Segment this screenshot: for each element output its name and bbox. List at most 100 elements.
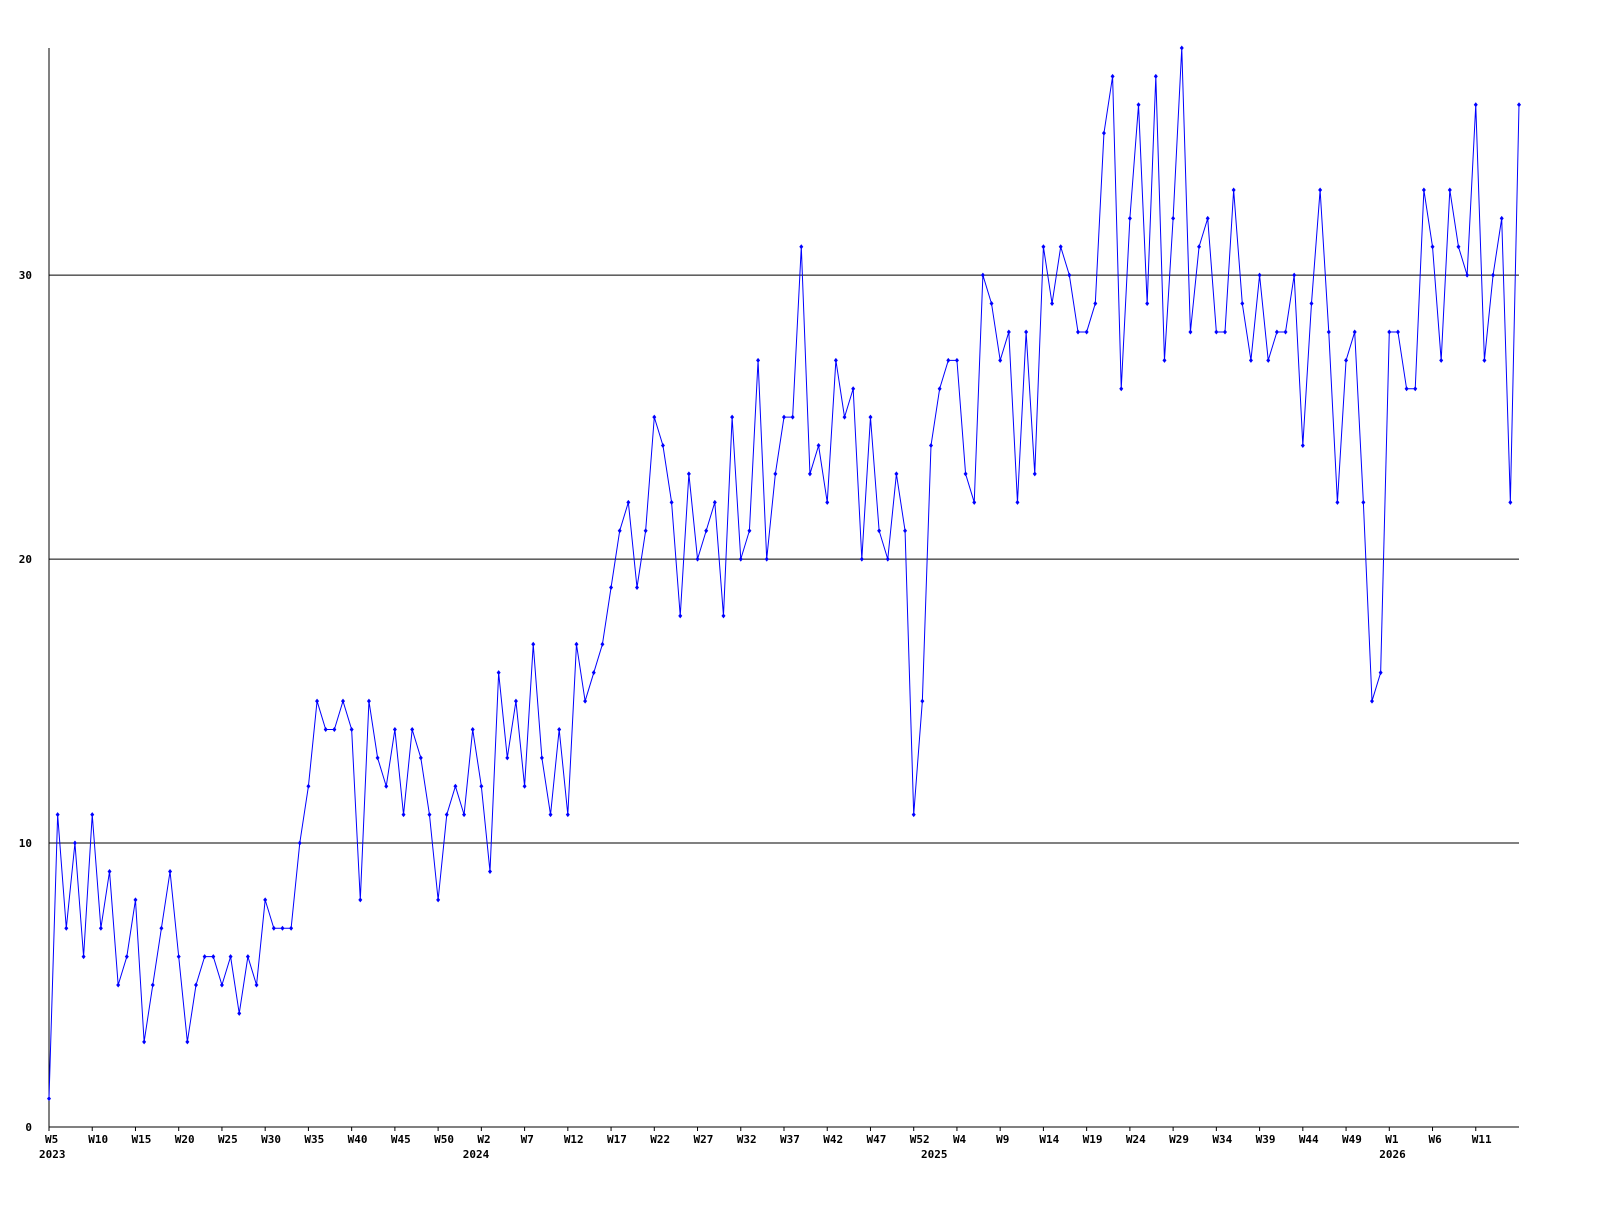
data-point: [1352, 329, 1357, 335]
data-point: [522, 783, 527, 789]
data-point: [1050, 301, 1055, 307]
data-point: [1248, 357, 1253, 363]
data-point: [1378, 670, 1383, 676]
data-point: [1179, 45, 1184, 51]
data-point: [254, 982, 259, 988]
data-point: [1084, 329, 1089, 335]
data-point: [1162, 357, 1167, 363]
x-tick-label: W9: [996, 1133, 1009, 1146]
data-point: [574, 641, 579, 647]
data-point: [1361, 499, 1366, 505]
data-point: [488, 868, 492, 874]
data-point: [427, 812, 432, 818]
data-point: [263, 897, 268, 903]
x-tick-label: W25: [218, 1133, 238, 1146]
data-point: [669, 499, 674, 505]
x-tick-label: W12: [564, 1133, 584, 1146]
data-point: [289, 925, 294, 931]
data-point: [1395, 329, 1400, 335]
x-tick-label: W17: [607, 1133, 627, 1146]
data-point: [799, 244, 804, 250]
data-point: [954, 357, 959, 363]
data-point: [1266, 357, 1271, 363]
data-point: [816, 443, 821, 449]
data-point: [297, 840, 302, 846]
data-point: [721, 613, 726, 619]
data-point: [332, 726, 337, 732]
data-point: [583, 698, 588, 704]
x-tick-label: W29: [1169, 1133, 1189, 1146]
data-point: [937, 386, 942, 392]
x-tick-label: W22: [650, 1133, 670, 1146]
x-tick-label: W50: [434, 1133, 454, 1146]
x-tick-label: W47: [866, 1133, 886, 1146]
data-point: [842, 414, 847, 420]
data-point: [271, 925, 276, 931]
data-point: [462, 812, 467, 818]
x-tick-label: W37: [780, 1133, 800, 1146]
data-point: [133, 897, 138, 903]
data-point: [323, 726, 328, 732]
x-tick-label: W49: [1342, 1133, 1362, 1146]
data-point: [963, 471, 968, 477]
x-tick-label: W34: [1212, 1133, 1232, 1146]
data-point: [64, 925, 69, 931]
data-point: [773, 471, 778, 477]
data-point: [194, 982, 198, 988]
data-point: [980, 272, 985, 278]
data-point: [1223, 329, 1227, 335]
x-tick-label: W30: [261, 1133, 281, 1146]
data-point: [1197, 244, 1202, 250]
data-point: [1456, 244, 1461, 250]
data-point: [245, 954, 250, 960]
data-point: [1370, 698, 1374, 704]
x-tick-label: W2: [477, 1133, 490, 1146]
data-point: [1119, 386, 1124, 392]
data-point: [436, 897, 441, 903]
data-point: [341, 698, 345, 704]
data-point: [1153, 73, 1158, 79]
data-point: [1482, 357, 1487, 363]
x-tick-label: W1: [1385, 1133, 1399, 1146]
data-point: [505, 755, 510, 761]
data-point: [1292, 272, 1297, 278]
data-point: [1136, 102, 1141, 108]
x-tick-label: W14: [1039, 1133, 1059, 1146]
data-point: [1421, 187, 1426, 193]
data-point: [1344, 357, 1349, 363]
data-point: [90, 812, 95, 818]
data-point: [1058, 244, 1063, 250]
data-point: [410, 726, 415, 732]
year-label: 2023: [39, 1148, 66, 1161]
data-point: [1032, 471, 1037, 477]
data-point: [643, 528, 648, 534]
data-point: [1387, 329, 1392, 335]
data-point: [98, 925, 103, 931]
data-point: [617, 528, 622, 534]
x-tick-label: W20: [175, 1133, 195, 1146]
data-point: [989, 301, 994, 307]
data-point: [107, 868, 112, 874]
series-line: [48, 47, 1520, 1099]
data-point: [877, 528, 882, 534]
data-point: [1015, 499, 1020, 505]
data-point: [55, 812, 60, 818]
data-point: [513, 698, 518, 704]
data-point: [539, 755, 544, 761]
data-point: [444, 812, 449, 818]
data-point: [660, 443, 665, 449]
data-point: [911, 812, 916, 818]
data-point: [1076, 329, 1080, 335]
data-point: [1006, 329, 1011, 335]
data-point: [1041, 244, 1046, 250]
data-point: [47, 1096, 51, 1102]
x-tick-label: W15: [131, 1133, 151, 1146]
year-label: 2024: [463, 1148, 490, 1161]
data-point: [280, 925, 285, 931]
x-tick-label: W44: [1299, 1133, 1319, 1146]
data-point: [1145, 301, 1150, 307]
x-tick-label: W7: [521, 1133, 534, 1146]
data-point: [1413, 386, 1418, 392]
data-point: [81, 954, 86, 960]
